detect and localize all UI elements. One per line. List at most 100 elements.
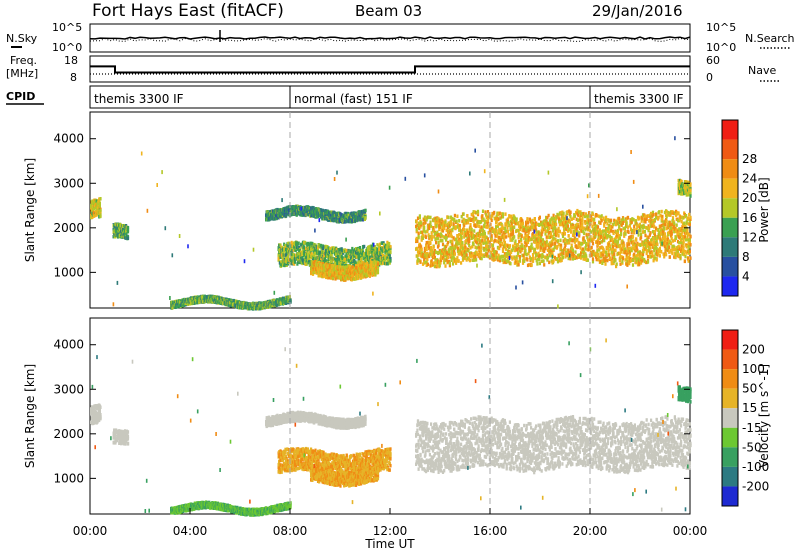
echo-cell xyxy=(482,217,485,221)
echo-cell xyxy=(374,270,377,274)
echo-cell xyxy=(468,236,471,241)
echo-cell xyxy=(328,254,331,259)
echo-cell xyxy=(455,240,458,244)
echo-cell xyxy=(450,258,453,262)
echo-cell xyxy=(448,259,451,264)
echo-cell xyxy=(470,228,473,232)
echo-cell xyxy=(355,255,358,259)
echo-cell xyxy=(471,244,474,249)
echo-cell xyxy=(490,218,493,223)
echo-cell xyxy=(475,216,478,221)
echo-cell xyxy=(427,215,430,220)
echo-cell xyxy=(483,248,486,252)
echo-cell xyxy=(358,214,361,219)
echo-cell xyxy=(464,256,467,261)
echo-cell xyxy=(426,257,429,262)
echo-cell xyxy=(351,256,355,260)
echo-cell xyxy=(504,212,507,216)
echo-cell xyxy=(293,245,296,249)
echo-cell xyxy=(318,271,321,275)
echo-cell xyxy=(123,229,126,233)
echo-cell xyxy=(461,246,465,250)
echo-cell xyxy=(420,223,423,227)
echo-cell xyxy=(426,229,429,233)
echo-cell xyxy=(318,267,321,272)
echo-cell xyxy=(305,242,308,246)
echo-cell xyxy=(358,259,361,264)
echo-cell xyxy=(293,260,296,264)
echo-cell xyxy=(478,248,481,253)
echo-cell xyxy=(316,258,320,262)
echo-cell xyxy=(481,214,484,218)
echo-cell xyxy=(294,206,297,211)
echo-cell xyxy=(369,271,372,275)
echo-cell xyxy=(373,253,376,258)
echo-cell xyxy=(93,204,96,208)
echo-cell xyxy=(492,247,495,251)
echo-cell xyxy=(338,258,341,262)
echo-cell xyxy=(425,243,428,247)
echo-cell xyxy=(459,251,462,256)
echo-cell xyxy=(363,252,366,257)
echo-cell xyxy=(115,230,118,235)
echo-cell xyxy=(451,256,454,260)
echo-cell xyxy=(305,259,308,264)
echo-cell xyxy=(466,238,470,242)
echo-cell xyxy=(463,223,466,227)
echo-cell xyxy=(458,232,461,237)
echo-cell xyxy=(353,258,356,263)
echo-cell xyxy=(386,243,389,248)
echo-cell xyxy=(486,225,489,229)
echo-cell xyxy=(376,267,380,271)
echo-cell xyxy=(505,243,508,247)
echo-cell xyxy=(435,240,438,245)
echo-cell xyxy=(313,266,316,271)
echo-cell xyxy=(442,224,445,228)
echo-cell xyxy=(449,228,452,233)
echo-cell xyxy=(475,250,478,255)
echo-cell xyxy=(457,237,460,241)
echo-cell xyxy=(440,234,443,238)
echo-cell xyxy=(420,238,423,242)
echo-cell xyxy=(280,263,283,267)
echo-cell xyxy=(469,223,472,227)
echo-cell xyxy=(446,255,450,260)
echo-cell xyxy=(381,249,385,253)
echo-cell xyxy=(450,234,453,239)
echo-cell xyxy=(483,254,486,258)
echo-cell xyxy=(484,235,487,239)
echo-cell xyxy=(433,264,436,269)
echo-cell xyxy=(478,234,481,238)
echo-cell xyxy=(490,216,493,220)
echo-cell xyxy=(306,241,310,246)
echo-cell xyxy=(491,214,494,218)
echo-cell xyxy=(341,256,345,261)
echo-cell xyxy=(430,259,433,263)
echo-cell xyxy=(446,260,450,264)
echo-cell xyxy=(90,206,93,210)
echo-cell xyxy=(120,226,123,231)
echo-cell xyxy=(271,303,274,308)
echo-cell xyxy=(486,210,490,214)
echo-cell xyxy=(440,228,443,232)
echo-cell xyxy=(315,248,318,252)
echo-cell xyxy=(291,249,294,253)
echo-cell xyxy=(498,258,501,263)
echo-cell xyxy=(335,274,338,278)
echo-cell xyxy=(283,246,286,251)
echo-cell xyxy=(280,255,283,259)
echo-cell xyxy=(370,244,373,249)
echo-cell xyxy=(98,199,101,204)
echo-cell xyxy=(488,224,491,228)
echo-cell xyxy=(91,215,94,219)
echo-cell xyxy=(360,266,363,270)
echo-cell xyxy=(376,262,380,266)
echo-cell xyxy=(358,256,361,260)
echo-cell xyxy=(425,245,428,249)
echo-cell xyxy=(506,225,509,230)
echo-cell xyxy=(381,241,384,245)
echo-cell xyxy=(430,234,433,239)
echo-cell xyxy=(431,228,435,233)
echo-cell xyxy=(389,256,392,261)
noise-right-ytick-top: 10^5 xyxy=(706,21,736,34)
